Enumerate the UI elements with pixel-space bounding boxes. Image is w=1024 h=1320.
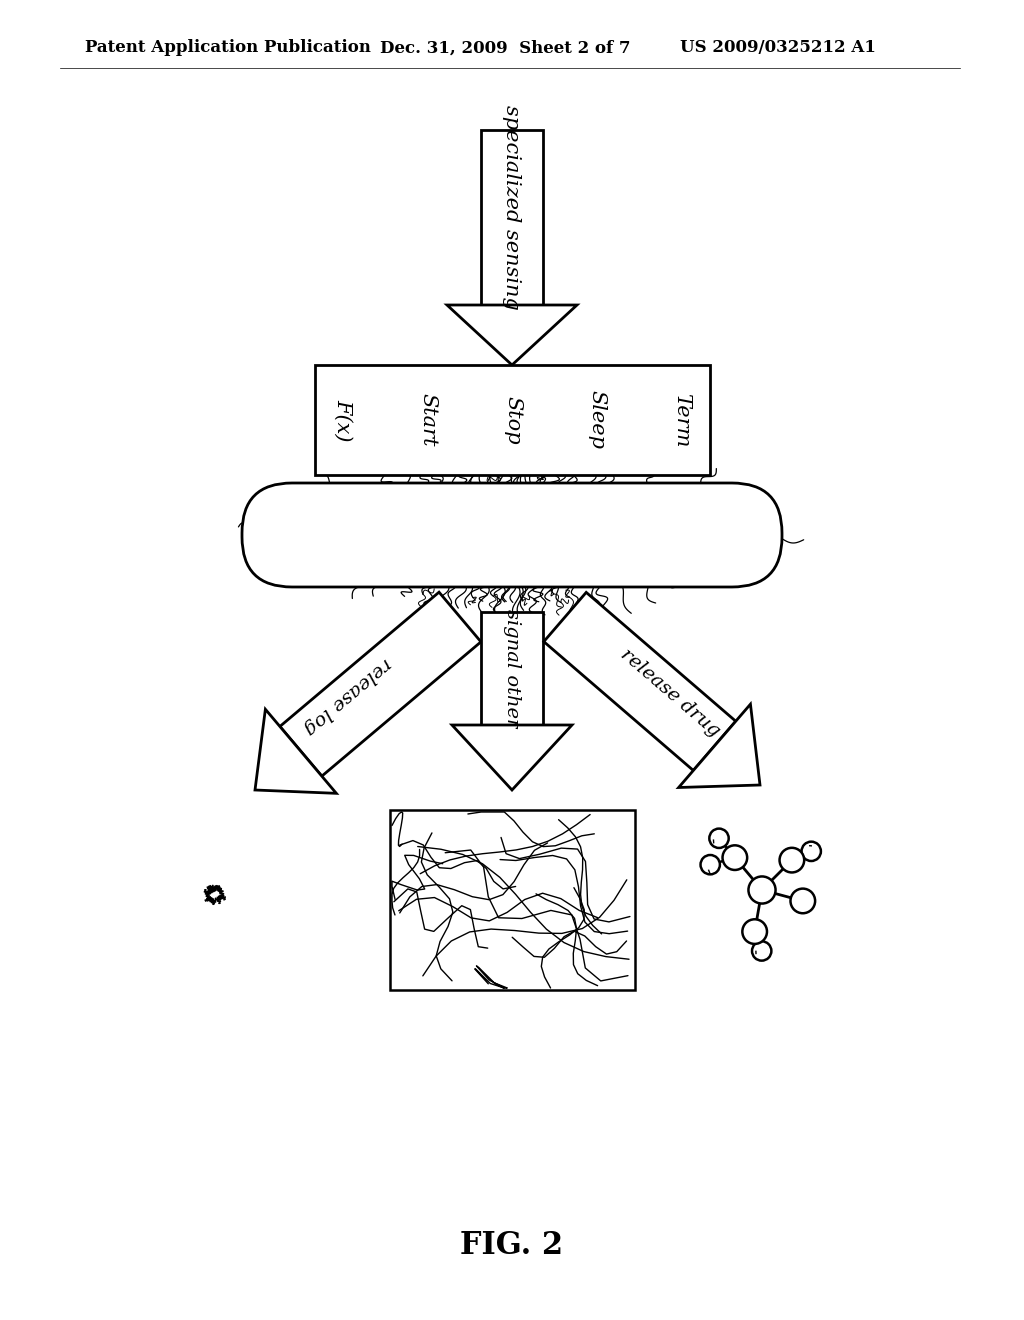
Circle shape (710, 829, 729, 847)
Text: Term: Term (673, 393, 691, 447)
Text: F(x): F(x) (334, 399, 352, 441)
Polygon shape (452, 725, 572, 789)
Circle shape (779, 847, 804, 873)
Text: signal other: signal other (503, 610, 521, 727)
Polygon shape (481, 612, 543, 725)
Text: Stop: Stop (503, 396, 522, 445)
Polygon shape (481, 129, 543, 305)
Polygon shape (315, 366, 710, 475)
Text: release drug: release drug (617, 645, 724, 741)
Text: Sleep: Sleep (588, 391, 607, 450)
Circle shape (700, 855, 720, 874)
Circle shape (791, 888, 815, 913)
Circle shape (723, 845, 748, 870)
Text: Start: Start (418, 393, 437, 446)
Polygon shape (679, 704, 760, 788)
Text: Dec. 31, 2009  Sheet 2 of 7: Dec. 31, 2009 Sheet 2 of 7 (380, 40, 631, 57)
Text: specialized sensing: specialized sensing (503, 106, 521, 310)
Circle shape (749, 876, 775, 904)
Text: Patent Application Publication: Patent Application Publication (85, 40, 371, 57)
Circle shape (802, 842, 821, 861)
Text: FIG. 2: FIG. 2 (461, 1229, 563, 1261)
Polygon shape (447, 305, 577, 366)
FancyBboxPatch shape (242, 483, 782, 587)
Polygon shape (544, 593, 736, 771)
Polygon shape (280, 593, 481, 776)
Circle shape (742, 919, 767, 944)
Polygon shape (390, 810, 635, 990)
Text: release log: release log (300, 653, 395, 738)
Text: US 2009/0325212 A1: US 2009/0325212 A1 (680, 40, 876, 57)
Circle shape (752, 941, 771, 961)
Polygon shape (255, 709, 336, 793)
